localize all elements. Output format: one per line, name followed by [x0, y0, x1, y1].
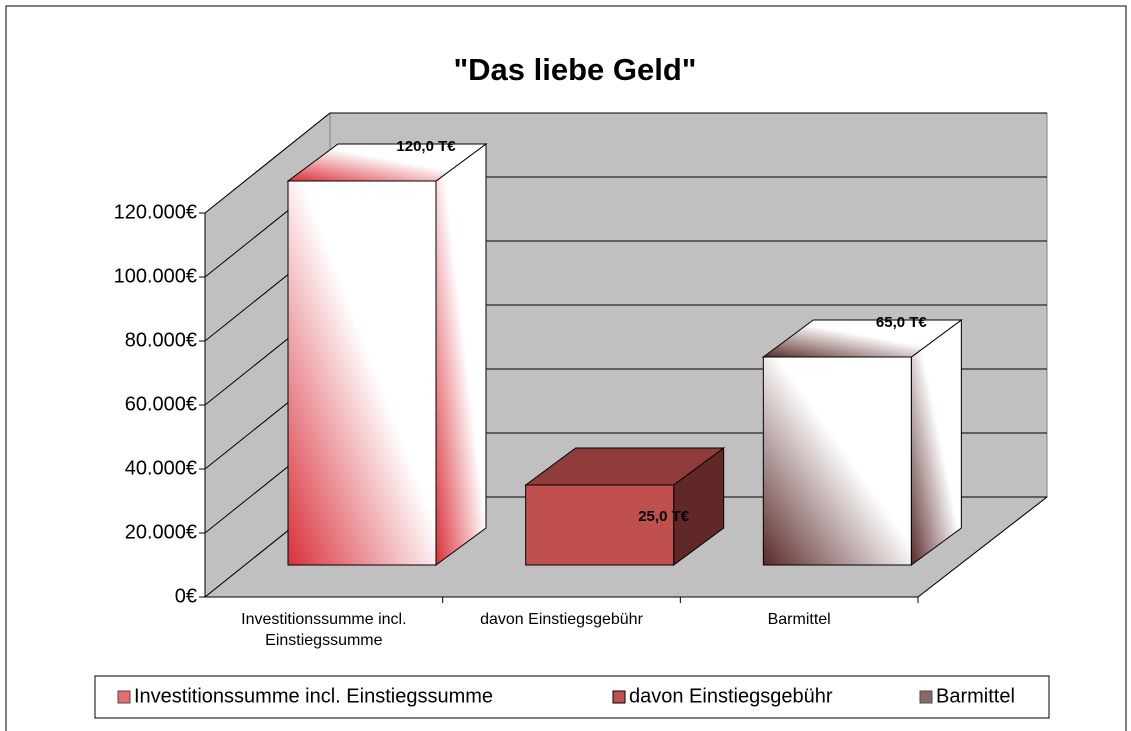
y-tick-label: 40.000€	[125, 457, 197, 479]
y-tick-label: 80.000€	[125, 329, 197, 351]
bar	[525, 484, 675, 566]
bar	[762, 356, 912, 566]
y-tick-label: 100.000€	[114, 265, 197, 287]
legend-swatch	[612, 690, 626, 704]
y-tick-label: 0€	[175, 585, 197, 607]
y-tick-label: 120.000€	[114, 201, 197, 223]
x-axis-depth	[917, 496, 1048, 598]
value-label: 120,0 T€	[396, 138, 456, 155]
grid-line	[204, 112, 331, 214]
x-tick-label: davon Einstiegsgebühr	[480, 611, 643, 628]
legend-label: davon Einstiegsgebühr	[629, 685, 833, 707]
y-tick-label: 60.000€	[125, 393, 197, 415]
legend-label: Barmittel	[936, 685, 1015, 707]
x-tick-label: Investitionssumme incl. Einstiegssumme	[241, 611, 407, 649]
bar-side	[435, 143, 487, 566]
value-label: 25,0 T€	[638, 508, 690, 525]
legend-swatch	[117, 690, 131, 704]
bar-side	[910, 319, 962, 566]
bar	[287, 180, 437, 566]
x-tick-label: Barmittel	[767, 611, 831, 628]
y-tick-label: 20.000€	[125, 521, 197, 543]
legend-swatch	[919, 690, 933, 704]
chart-title: "Das liebe Geld"	[453, 52, 696, 87]
legend-box	[94, 675, 1050, 719]
value-label: 65,0 T€	[876, 314, 928, 331]
legend-label: Investitionssumme incl. Einstiegssumme	[134, 685, 493, 707]
